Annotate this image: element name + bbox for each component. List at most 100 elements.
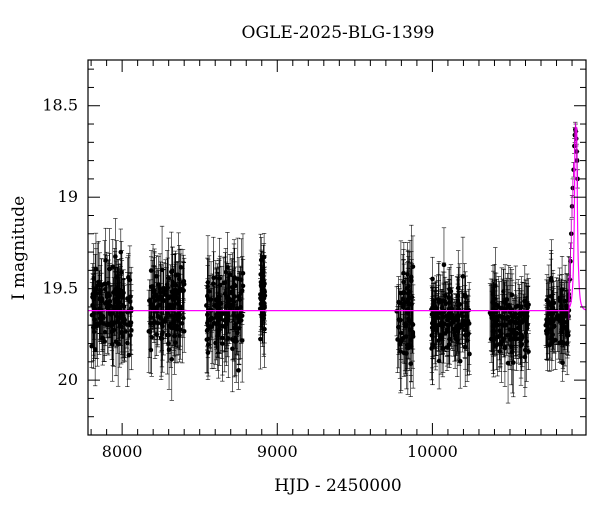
data-point (205, 280, 211, 285)
data-point (128, 305, 134, 311)
data-point-group (516, 298, 522, 359)
data-point (551, 318, 556, 324)
data-point (504, 297, 510, 302)
data-point (452, 330, 457, 336)
data-point-group (395, 305, 400, 373)
data-point (92, 317, 97, 322)
data-point (261, 292, 267, 298)
data-point (507, 332, 513, 338)
data-point-group (509, 279, 515, 362)
data-point (233, 321, 238, 327)
data-point (398, 330, 404, 336)
data-point-group (239, 292, 245, 340)
data-point (208, 297, 214, 302)
data-point (169, 356, 175, 362)
data-point (99, 314, 105, 320)
axis-ticks-layer: 8000 9000 10000 18.5 19 19.5 20 (42, 60, 586, 461)
data-point (460, 319, 465, 325)
data-point (148, 347, 154, 353)
data-point-group (128, 284, 134, 333)
data-point (177, 333, 182, 338)
data-point (410, 331, 416, 337)
data-point (167, 302, 172, 308)
data-point-group (108, 285, 113, 344)
data-point-group (211, 236, 216, 331)
data-point (547, 342, 552, 348)
data-point-group (236, 351, 241, 390)
data-point-group (513, 311, 518, 359)
data-point (126, 275, 131, 280)
data-point (217, 327, 222, 332)
plot-area (88, 121, 586, 404)
data-point (447, 300, 452, 305)
data-point (239, 313, 245, 318)
data-point-group (227, 265, 232, 344)
data-point-group (158, 261, 163, 323)
data-point (147, 298, 152, 303)
data-point (148, 321, 153, 326)
data-point-group (214, 271, 220, 327)
model-curve (88, 127, 586, 312)
data-point (126, 352, 132, 358)
data-point-group (205, 235, 211, 330)
data-point (505, 360, 511, 366)
data-point (91, 329, 97, 335)
data-point-group (433, 291, 439, 337)
data-point (564, 340, 570, 346)
data-point (509, 318, 515, 324)
data-point (107, 303, 113, 308)
data-point-group (545, 294, 550, 371)
data-point-group (240, 259, 246, 313)
plot-frame (87, 59, 587, 436)
data-point (502, 344, 508, 350)
x-tick-label: 8000 (102, 442, 143, 461)
data-point-group (464, 290, 470, 342)
data-point (110, 264, 116, 269)
data-point (222, 280, 228, 286)
data-point (516, 326, 522, 332)
data-point (213, 340, 218, 346)
data-point (444, 313, 450, 318)
data-point (89, 343, 95, 349)
data-point-group (401, 249, 406, 298)
data-point-group (220, 311, 225, 376)
data-point (545, 299, 551, 304)
data-point-group (407, 239, 413, 344)
data-point-group (175, 292, 181, 348)
data-point-group (444, 297, 450, 334)
data-point-group (172, 322, 178, 364)
data-point (400, 304, 406, 310)
data-point (112, 297, 117, 303)
data-point (497, 341, 503, 346)
data-point (491, 316, 497, 322)
data-point (234, 314, 240, 319)
data-point (126, 309, 131, 314)
data-point-group (462, 300, 468, 370)
data-point (211, 281, 216, 287)
data-point (433, 311, 439, 317)
data-point (464, 314, 470, 319)
data-point (105, 291, 111, 296)
data-point (557, 319, 563, 324)
data-point-group (439, 290, 444, 355)
data-point-group (152, 252, 157, 329)
data-point-group (212, 285, 217, 326)
data-point (564, 303, 569, 309)
data-point (497, 313, 502, 319)
data-point (212, 303, 217, 308)
data-point-group (454, 303, 460, 377)
data-point (180, 288, 186, 294)
data-point (156, 297, 161, 302)
data-point (165, 332, 170, 338)
data-point (524, 316, 530, 321)
data-point (125, 296, 130, 301)
data-point (240, 283, 246, 289)
y-tick-label: 20 (58, 370, 78, 389)
data-point-group (436, 319, 441, 363)
data-point (429, 320, 435, 326)
data-point (92, 347, 98, 352)
data-point-group (181, 254, 186, 314)
data-point (409, 321, 415, 327)
data-point-group (491, 281, 497, 357)
